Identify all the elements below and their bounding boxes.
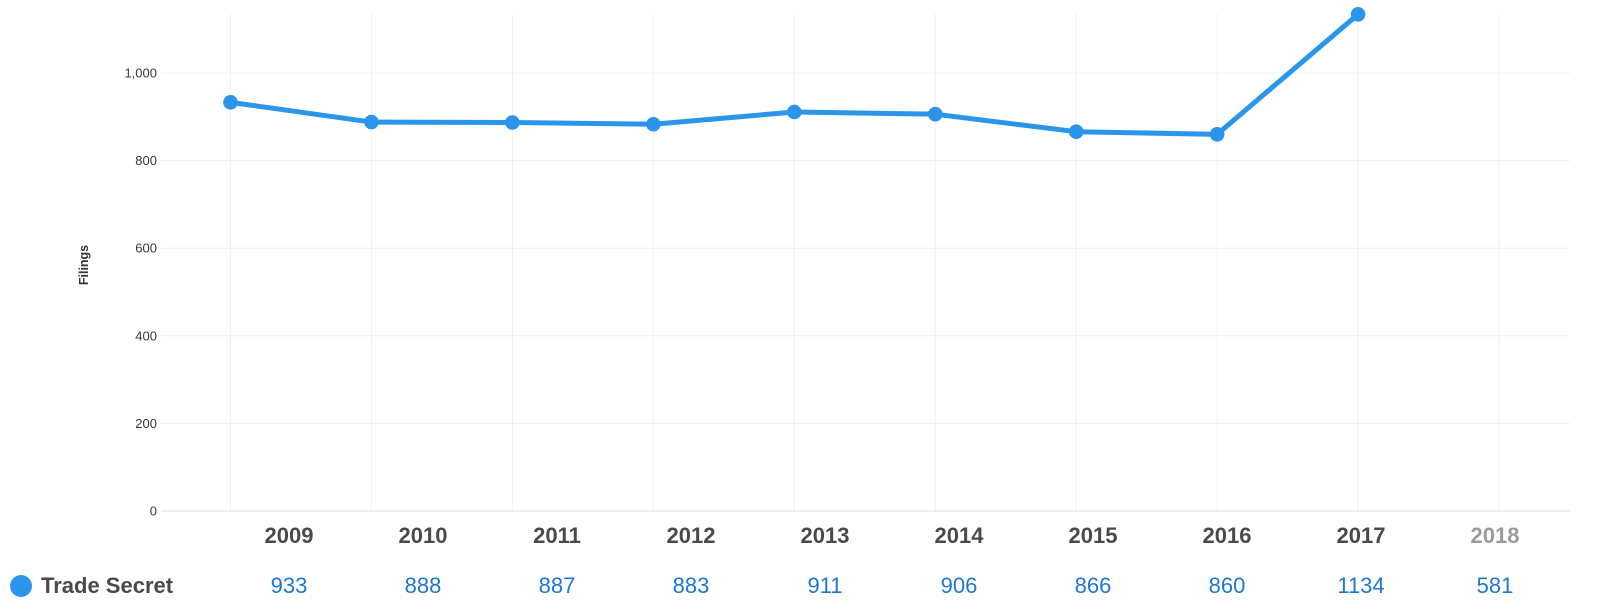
data-point-2013[interactable] — [787, 104, 802, 120]
data-point-2017[interactable] — [1350, 7, 1366, 22]
data-point-2010[interactable] — [364, 114, 379, 130]
year-label-2017: 2017 — [1336, 523, 1386, 548]
y-axis-tick-label: 600 — [135, 241, 157, 256]
filings-value-2015[interactable]: 866 — [1074, 573, 1112, 598]
data-point-2009[interactable] — [223, 95, 238, 110]
year-label-2012: 2012 — [666, 523, 716, 548]
year-label-2016: 2016 — [1202, 523, 1252, 548]
filings-value-2012[interactable]: 883 — [672, 573, 710, 598]
data-point-2016[interactable] — [1209, 127, 1225, 142]
year-label-2010: 2010 — [398, 523, 448, 548]
filings-value-2010[interactable]: 888 — [404, 573, 442, 598]
data-point-2015[interactable] — [1068, 124, 1084, 139]
filings-value-2017[interactable]: 1134 — [1337, 573, 1385, 598]
year-label-2018: 2018 — [1470, 523, 1520, 548]
year-label-2009: 2009 — [264, 523, 314, 548]
y-axis-tick-label: 800 — [135, 153, 157, 168]
year-label-2013: 2013 — [800, 523, 850, 548]
year-label-2011: 2011 — [533, 523, 581, 548]
filings-value-2018[interactable]: 581 — [1476, 573, 1514, 598]
filings-value-2016[interactable]: 860 — [1208, 573, 1246, 598]
filings-value-2011[interactable]: 887 — [538, 573, 576, 598]
y-axis-title: Filings — [77, 245, 91, 285]
legend-item-trade-secret[interactable]: Trade Secret — [10, 571, 173, 601]
year-label-2014: 2014 — [934, 523, 984, 548]
series-marker-icon — [10, 575, 32, 597]
filings-value-2009[interactable]: 933 — [270, 573, 308, 598]
line-chart: 0 200 400 600 800 1,000 Filings — [77, 7, 1570, 519]
y-axis-tick-label: 200 — [135, 416, 157, 431]
legend-label: Trade Secret — [41, 573, 174, 598]
year-label-2015: 2015 — [1068, 523, 1118, 548]
data-point-2011[interactable] — [505, 115, 520, 130]
data-point-2012[interactable] — [646, 116, 661, 132]
filings-value-2014[interactable]: 906 — [940, 573, 978, 598]
y-axis-tick-label: 1,000 — [124, 66, 157, 81]
filings-value-2013[interactable]: 911 — [807, 573, 843, 598]
y-axis-tick-label: 400 — [135, 328, 157, 343]
y-axis-tick-label: 0 — [150, 504, 157, 519]
data-point-2014[interactable] — [927, 106, 943, 122]
